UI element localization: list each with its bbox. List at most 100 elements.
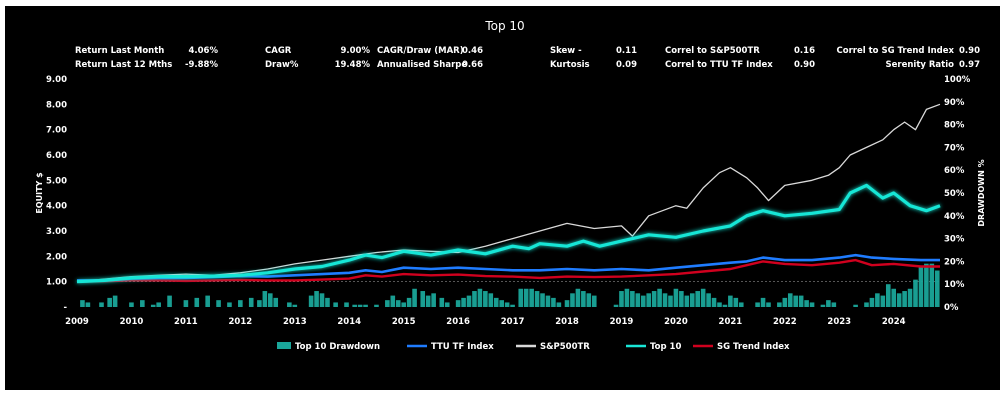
drawdown-bar — [934, 270, 940, 307]
drawdown-bar — [488, 293, 494, 307]
drawdown-bar — [357, 304, 363, 307]
drawdown-bar — [85, 302, 91, 307]
drawdown-bar — [570, 293, 575, 307]
series-sg-trend-index — [76, 258, 940, 283]
drawdown-bar — [112, 295, 118, 307]
drawdown-bar — [787, 293, 793, 307]
x-tick-label: 2015 — [392, 317, 416, 327]
y2-tick-label: 40% — [944, 212, 965, 222]
series-sp500tr — [76, 103, 941, 283]
drawdown-bar — [319, 293, 325, 307]
drawdown-bar — [518, 288, 524, 307]
drawdown-bar — [738, 302, 744, 307]
y2-tick-label: 100% — [944, 75, 971, 85]
drawdown-bar — [586, 293, 592, 307]
drawdown-bar — [684, 295, 690, 307]
stat-label: Correl to SG Trend Index — [837, 46, 955, 56]
drawdown-bar — [150, 304, 156, 307]
x-tick-label: 2014 — [337, 317, 361, 327]
drawdown-bar — [257, 300, 262, 307]
x-tick-label: 2009 — [65, 317, 89, 327]
drawdown-bar — [406, 297, 412, 307]
drawdown-bar — [728, 295, 733, 307]
drawdown-bar — [575, 288, 581, 307]
drawdown-bar — [635, 293, 641, 307]
y2-tick-label: 20% — [944, 257, 965, 267]
drawdown-bar — [793, 295, 799, 307]
drawdown-bar — [523, 288, 529, 307]
drawdown-bar — [864, 302, 869, 307]
legend-label: Top 10 Drawdown — [295, 342, 380, 352]
stat-value: -9.88% — [185, 60, 218, 70]
drawdown-bar — [668, 295, 673, 307]
drawdown-bar — [591, 295, 597, 307]
x-tick-label: 2020 — [664, 317, 688, 327]
drawdown-bar — [167, 295, 172, 307]
drawdown-bar — [461, 297, 466, 307]
drawdown-bar — [273, 297, 279, 307]
y-tick-label: 5.00 — [46, 176, 67, 186]
stat-value: 0.46 — [462, 46, 483, 56]
drawdown-bar — [777, 302, 782, 307]
y2-tick-label: 60% — [944, 166, 965, 176]
drawdown-bar — [333, 302, 338, 307]
drawdown-bar — [556, 302, 562, 307]
drawdown-bar — [504, 302, 510, 307]
x-tick-label: 2017 — [501, 317, 525, 327]
drawdown-bar — [913, 279, 918, 307]
drawdown-bar — [826, 300, 831, 307]
drawdown-bar — [439, 297, 445, 307]
drawdown-bar — [760, 297, 766, 307]
drawdown-bar — [717, 302, 722, 307]
drawdown-bar — [875, 293, 880, 307]
drawdown-bar — [902, 291, 907, 307]
series-lines — [76, 103, 941, 284]
drawdown-bar — [700, 288, 706, 307]
x-tick-label: 2023 — [827, 317, 851, 327]
drawdown-bar — [205, 295, 210, 307]
drawdown-bar — [444, 302, 450, 307]
drawdown-bar — [880, 295, 886, 307]
drawdown-bar — [99, 302, 104, 307]
drawdown-bar — [80, 300, 85, 307]
drawdown-bar — [216, 300, 221, 307]
drawdown-bar — [248, 297, 254, 307]
drawdown-bar — [679, 291, 684, 307]
drawdown-bar — [722, 304, 728, 307]
y-tick-label: 1.00 — [46, 278, 67, 288]
drawdown-bar — [472, 291, 477, 307]
stat-label: Annualised Sharpe — [377, 60, 467, 70]
x-tick-label: 2012 — [229, 317, 253, 327]
stat-label: Skew - — [550, 46, 582, 56]
stat-label: Correl to S&P500TR — [665, 46, 760, 56]
drawdown-bar — [733, 297, 739, 307]
stat-value: 0.16 — [794, 46, 815, 56]
drawdown-bar — [325, 297, 330, 307]
drawdown-bar — [363, 304, 368, 307]
legend-swatch — [277, 342, 291, 349]
stat-value: 4.06% — [189, 46, 219, 56]
drawdown-bar — [831, 302, 837, 307]
drawdown-bar — [401, 302, 406, 307]
y2-tick-label: 80% — [944, 121, 965, 131]
drawdown-bar — [455, 300, 461, 307]
y2-tick-label: 90% — [944, 98, 965, 108]
drawdown-bar — [646, 293, 652, 307]
drawdown-bar — [107, 297, 112, 307]
drawdown-bar — [262, 291, 268, 307]
y2-tick-label: 70% — [944, 143, 965, 153]
y2-tick-label: 50% — [944, 189, 965, 199]
drawdown-bar — [194, 297, 200, 307]
x-tick-label: 2019 — [610, 317, 634, 327]
stat-label: Return Last Month — [75, 46, 164, 56]
legend: Top 10 Drawdown TTU TF Index S&P500TR Top 1… — [277, 342, 790, 352]
drawdown-bar — [477, 288, 483, 307]
drawdown-bar — [657, 288, 662, 307]
y-tick-label: 8.00 — [46, 100, 67, 110]
stat-value: 0.09 — [616, 60, 637, 70]
drawdown-bar — [891, 288, 897, 307]
x-tick-label: 2011 — [174, 317, 198, 327]
drawdown-bar — [820, 304, 826, 307]
drawdown-bar — [287, 302, 292, 307]
drawdown-bar — [630, 291, 635, 307]
